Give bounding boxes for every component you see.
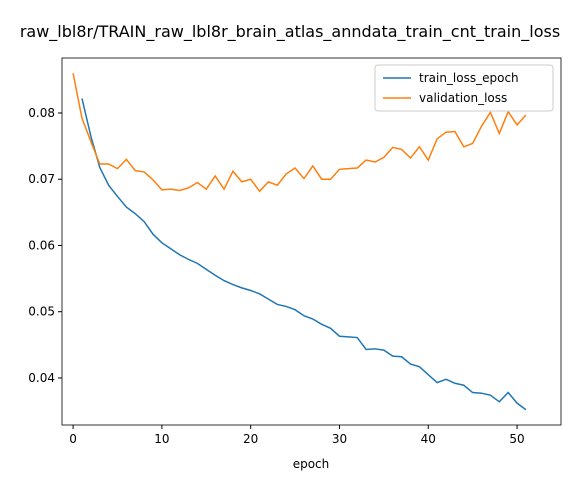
- x-axis-label: epoch: [293, 457, 330, 471]
- y-tick-label: 0.04: [28, 371, 55, 385]
- x-tick-label: 20: [243, 432, 258, 446]
- legend-box: [374, 64, 554, 112]
- y-tick-label: 0.06: [28, 238, 55, 252]
- x-tick-label: 10: [154, 432, 169, 446]
- legend-label: validation_loss: [419, 91, 507, 105]
- line-series: [81, 98, 527, 411]
- x-tick-label: 30: [332, 432, 347, 446]
- legend-label: train_loss_epoch: [419, 71, 519, 85]
- line-series: [72, 73, 527, 193]
- y-tick-label: 0.08: [28, 106, 55, 120]
- chart-title: raw_lbl8r/TRAIN_raw_lbl8r_brain_atlas_an…: [20, 22, 560, 42]
- y-tick-label: 0.07: [28, 172, 55, 186]
- x-tick-label: 0: [69, 432, 77, 446]
- x-tick-label: 40: [421, 432, 436, 446]
- y-tick-label: 0.05: [28, 305, 55, 319]
- x-tick-label: 50: [509, 432, 524, 446]
- plot-frame: [61, 57, 562, 426]
